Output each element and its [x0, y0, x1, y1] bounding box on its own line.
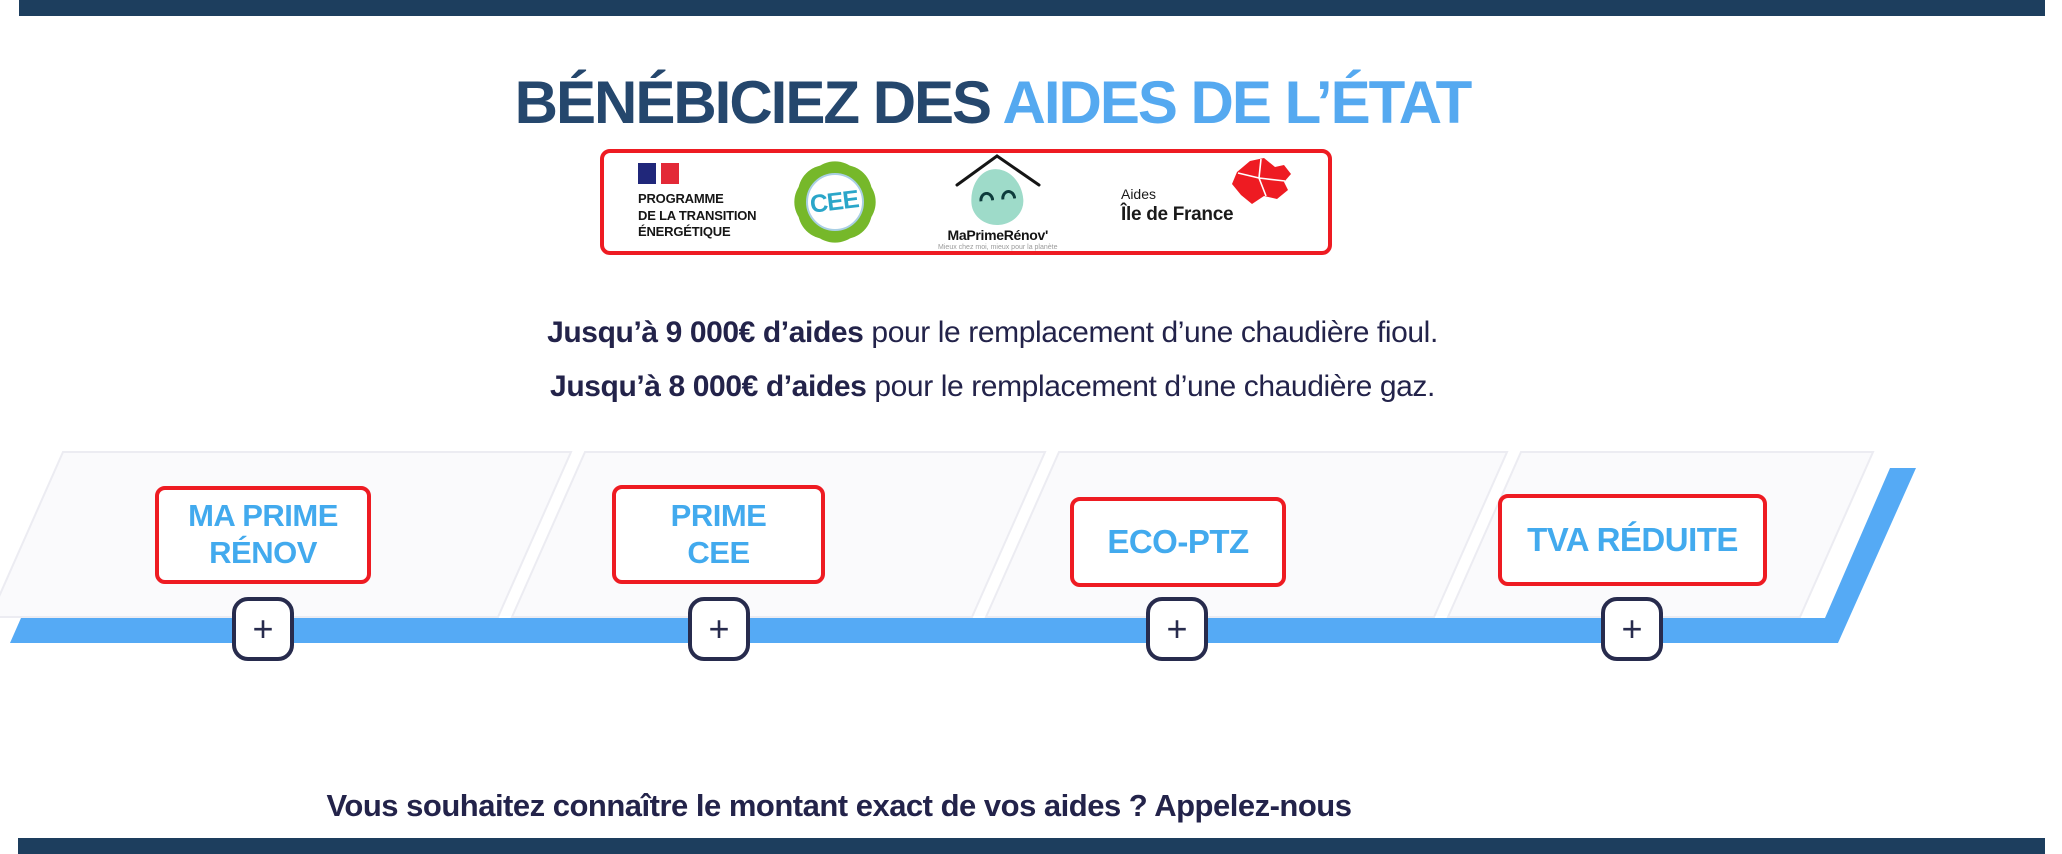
plus-icon: +: [708, 608, 730, 649]
page-title: BÉNÉBICIEZ DES AIDES DE L’ÉTAT: [0, 70, 1985, 136]
logo-maprimerenov: MaPrimeRénov' Mieux chez moi, mieux pour…: [913, 153, 1083, 251]
maprimerenov-icon: [943, 153, 1053, 228]
intro-line-gaz-rest: pour le remplacement d’une chaudière gaz…: [866, 370, 1435, 403]
maprimerenov-tagline: Mieux chez moi, mieux pour la planète: [938, 244, 1058, 251]
page-title-dark: BÉNÉBICIEZ DES: [514, 69, 1003, 137]
aid-box-label: TVA RÉDUITE: [1527, 520, 1738, 558]
intro-line-fioul-rest: pour le remplacement d’une chaudière fio…: [863, 316, 1438, 349]
ile-de-france-map-icon: [1231, 158, 1291, 204]
expand-eco-ptz-button[interactable]: +: [1146, 597, 1208, 661]
logo-programme-transition-energetique: PROGRAMME DE LA TRANSITION ÉNERGÉTIQUE: [638, 162, 757, 242]
aid-box-label: PRIME: [670, 497, 767, 533]
plus-icon: +: [1166, 608, 1188, 649]
cta-text: Vous souhaitez connaître le montant exac…: [326, 788, 1352, 823]
aid-box-eco-ptz[interactable]: ECO-PTZ: [1070, 497, 1286, 587]
idf-name-label: Île de France: [1120, 204, 1234, 225]
idf-aides-label: Aides: [1120, 186, 1157, 202]
expand-prime-cee-button[interactable]: +: [688, 597, 750, 661]
expand-ma-prime-renov-button[interactable]: +: [232, 597, 294, 661]
aid-box-ma-prime-renov[interactable]: MA PRIME RÉNOV: [155, 486, 371, 584]
programme-line: PROGRAMME: [638, 190, 724, 206]
intro-line-fioul: Jusqu’à 9 000€ d’aides pour le remplacem…: [0, 316, 1985, 350]
aid-box-tva-reduite[interactable]: TVA RÉDUITE: [1498, 494, 1767, 586]
cee-badge-icon: CEE: [782, 149, 887, 255]
aid-box-label: CEE: [687, 534, 750, 570]
logo-aides-ile-de-france: Aides Île de France: [1119, 158, 1294, 244]
aid-box-label: MA PRIME: [188, 498, 338, 534]
roof-icon: [955, 154, 1041, 187]
bottom-bar: [18, 838, 2045, 854]
cee-label: CEE: [808, 184, 861, 219]
aid-box-label: ECO-PTZ: [1107, 522, 1249, 560]
expand-tva-reduite-button[interactable]: +: [1601, 597, 1663, 661]
partner-logos-strip: PROGRAMME DE LA TRANSITION ÉNERGÉTIQUE C…: [600, 149, 1332, 255]
programme-line: DE LA TRANSITION: [638, 207, 757, 223]
page-title-accent: AIDES DE L’ÉTAT: [1002, 69, 1473, 137]
intro-line-gaz: Jusqu’à 8 000€ d’aides pour le remplacem…: [0, 370, 1985, 404]
programme-line: ÉNERGÉTIQUE: [638, 224, 731, 240]
french-flag-icon: [638, 162, 756, 184]
aid-box-prime-cee[interactable]: PRIME CEE: [612, 485, 825, 584]
plus-icon: +: [1621, 608, 1643, 649]
maprimerenov-name: MaPrimeRénov': [947, 227, 1049, 243]
plus-icon: +: [252, 608, 274, 649]
top-bar: [19, 0, 2045, 16]
aid-box-label: RÉNOV: [209, 535, 317, 570]
intro-line-fioul-amount: Jusqu’à 9 000€ d’aides: [547, 316, 864, 349]
intro-line-gaz-amount: Jusqu’à 8 000€ d’aides: [550, 370, 867, 403]
